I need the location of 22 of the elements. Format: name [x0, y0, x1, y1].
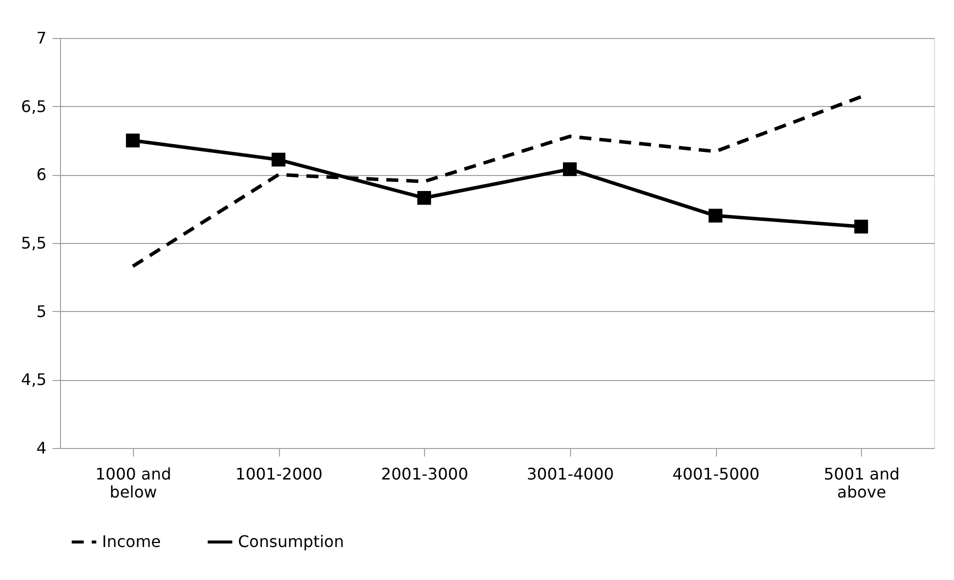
point — [562, 162, 577, 176]
y-tick-label: 6,5 — [21, 96, 46, 116]
point — [126, 134, 140, 148]
x-tick-label: 3001-4000 — [526, 464, 614, 484]
x-tick-label: 4001-5000 — [672, 464, 760, 484]
point — [417, 191, 432, 205]
legend-label: Consumption — [238, 532, 344, 551]
y-tick-label: 4,5 — [21, 370, 46, 390]
x-tick-label: 5001 and above — [824, 464, 900, 502]
line-series — [131, 95, 863, 268]
point — [708, 208, 722, 223]
x-tick-label: 2001-3000 — [381, 464, 468, 484]
y-tick-label: 6 — [36, 165, 46, 184]
y-tick-label: 4 — [36, 438, 46, 458]
y-tick-label: 7 — [36, 28, 46, 48]
y-tick-label: 5,5 — [21, 234, 46, 252]
y-tick-label: 5 — [36, 302, 46, 321]
point — [272, 152, 286, 167]
legend-label: Income — [102, 532, 161, 551]
x-tick-label: 1000 and below — [95, 464, 172, 502]
x-tick-label: 1001-2000 — [235, 464, 323, 484]
point — [854, 220, 868, 234]
